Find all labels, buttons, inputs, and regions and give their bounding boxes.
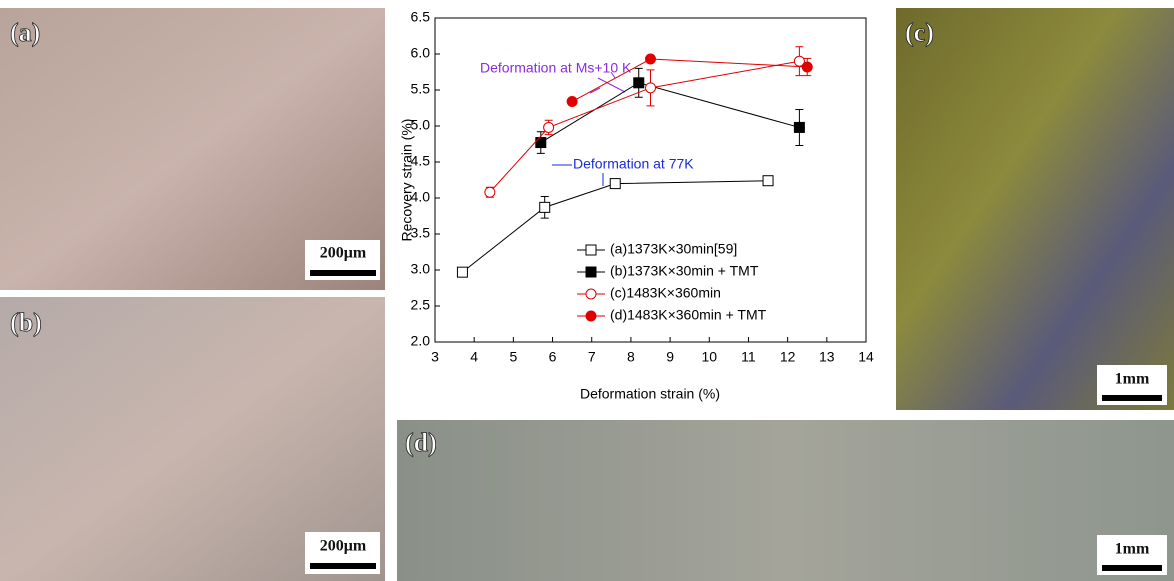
panel-label: (b) xyxy=(10,308,42,337)
panel-label: (a) xyxy=(10,18,40,47)
series-line xyxy=(462,180,769,273)
legend-label: (a)1373K×30min[59] xyxy=(610,241,737,257)
panel-label: (d) xyxy=(405,428,437,457)
x-tick-label: 13 xyxy=(819,349,835,365)
marker xyxy=(645,53,656,65)
x-tick-label: 7 xyxy=(588,349,596,365)
x-tick-label: 8 xyxy=(627,349,635,365)
scale-bar xyxy=(310,270,376,276)
y-tick-label: 6.5 xyxy=(411,9,431,25)
y-tick-label: 3.5 xyxy=(411,225,431,241)
y-tick-label: 5.5 xyxy=(411,81,431,97)
panel-label: (c) xyxy=(905,18,934,47)
x-tick-label: 12 xyxy=(780,349,796,365)
x-axis-title: Deformation strain (%) xyxy=(580,386,720,402)
x-tick-label: 5 xyxy=(509,349,517,365)
scale-label: 1mm xyxy=(1115,541,1150,558)
series-line xyxy=(540,82,800,143)
marker xyxy=(801,61,813,73)
marker xyxy=(456,266,468,278)
micrograph xyxy=(397,420,1174,581)
scale-label: 200μm xyxy=(320,245,367,262)
y-tick-label: 2.0 xyxy=(411,333,431,349)
scale-bar xyxy=(1102,395,1162,401)
marker xyxy=(484,186,496,198)
x-tick-label: 9 xyxy=(666,349,674,365)
y-tick-label: 3.0 xyxy=(411,261,431,277)
series-line xyxy=(489,60,800,193)
scale-label: 1mm xyxy=(1115,371,1150,388)
legend-marker xyxy=(585,266,597,278)
marker xyxy=(535,137,547,149)
legend-marker xyxy=(585,310,597,322)
y-tick-label: 4.5 xyxy=(411,153,431,169)
x-tick-label: 14 xyxy=(858,349,874,365)
legend-label: (b)1373K×30min + TMT xyxy=(610,263,759,279)
x-tick-label: 10 xyxy=(701,349,717,365)
x-tick-label: 3 xyxy=(431,349,439,365)
y-tick-label: 4.0 xyxy=(411,189,431,205)
annotation-arrow xyxy=(589,71,626,94)
x-tick-label: 4 xyxy=(470,349,478,365)
marker xyxy=(645,82,656,94)
marker xyxy=(762,175,774,187)
y-tick-label: 6.0 xyxy=(411,45,431,61)
annotation: Deformation at Ms+10 K xyxy=(480,60,632,76)
y-tick-label: 2.5 xyxy=(411,297,431,313)
plot-frame xyxy=(434,17,867,343)
legend-marker xyxy=(585,244,597,256)
marker xyxy=(566,96,578,108)
marker xyxy=(793,121,805,133)
marker xyxy=(609,178,621,190)
annotation-arrow xyxy=(552,164,604,186)
legend-marker xyxy=(585,288,597,300)
y-axis-title: Recovery strain (%) xyxy=(399,119,415,242)
y-tick-label: 5.0 xyxy=(411,117,431,133)
marker xyxy=(543,121,555,133)
annotation: Deformation at 77K xyxy=(573,156,694,172)
micrograph xyxy=(896,8,1174,410)
x-tick-label: 6 xyxy=(549,349,557,365)
legend-label: (c)1483K×360min xyxy=(610,285,721,301)
scale-bar xyxy=(310,563,376,569)
x-tick-label: 11 xyxy=(741,349,756,365)
legend-label: (d)1483K×360min + TMT xyxy=(610,307,767,323)
scale-label: 200μm xyxy=(320,538,367,555)
marker xyxy=(633,77,645,89)
scale-bar xyxy=(1102,565,1162,571)
marker xyxy=(539,201,551,213)
